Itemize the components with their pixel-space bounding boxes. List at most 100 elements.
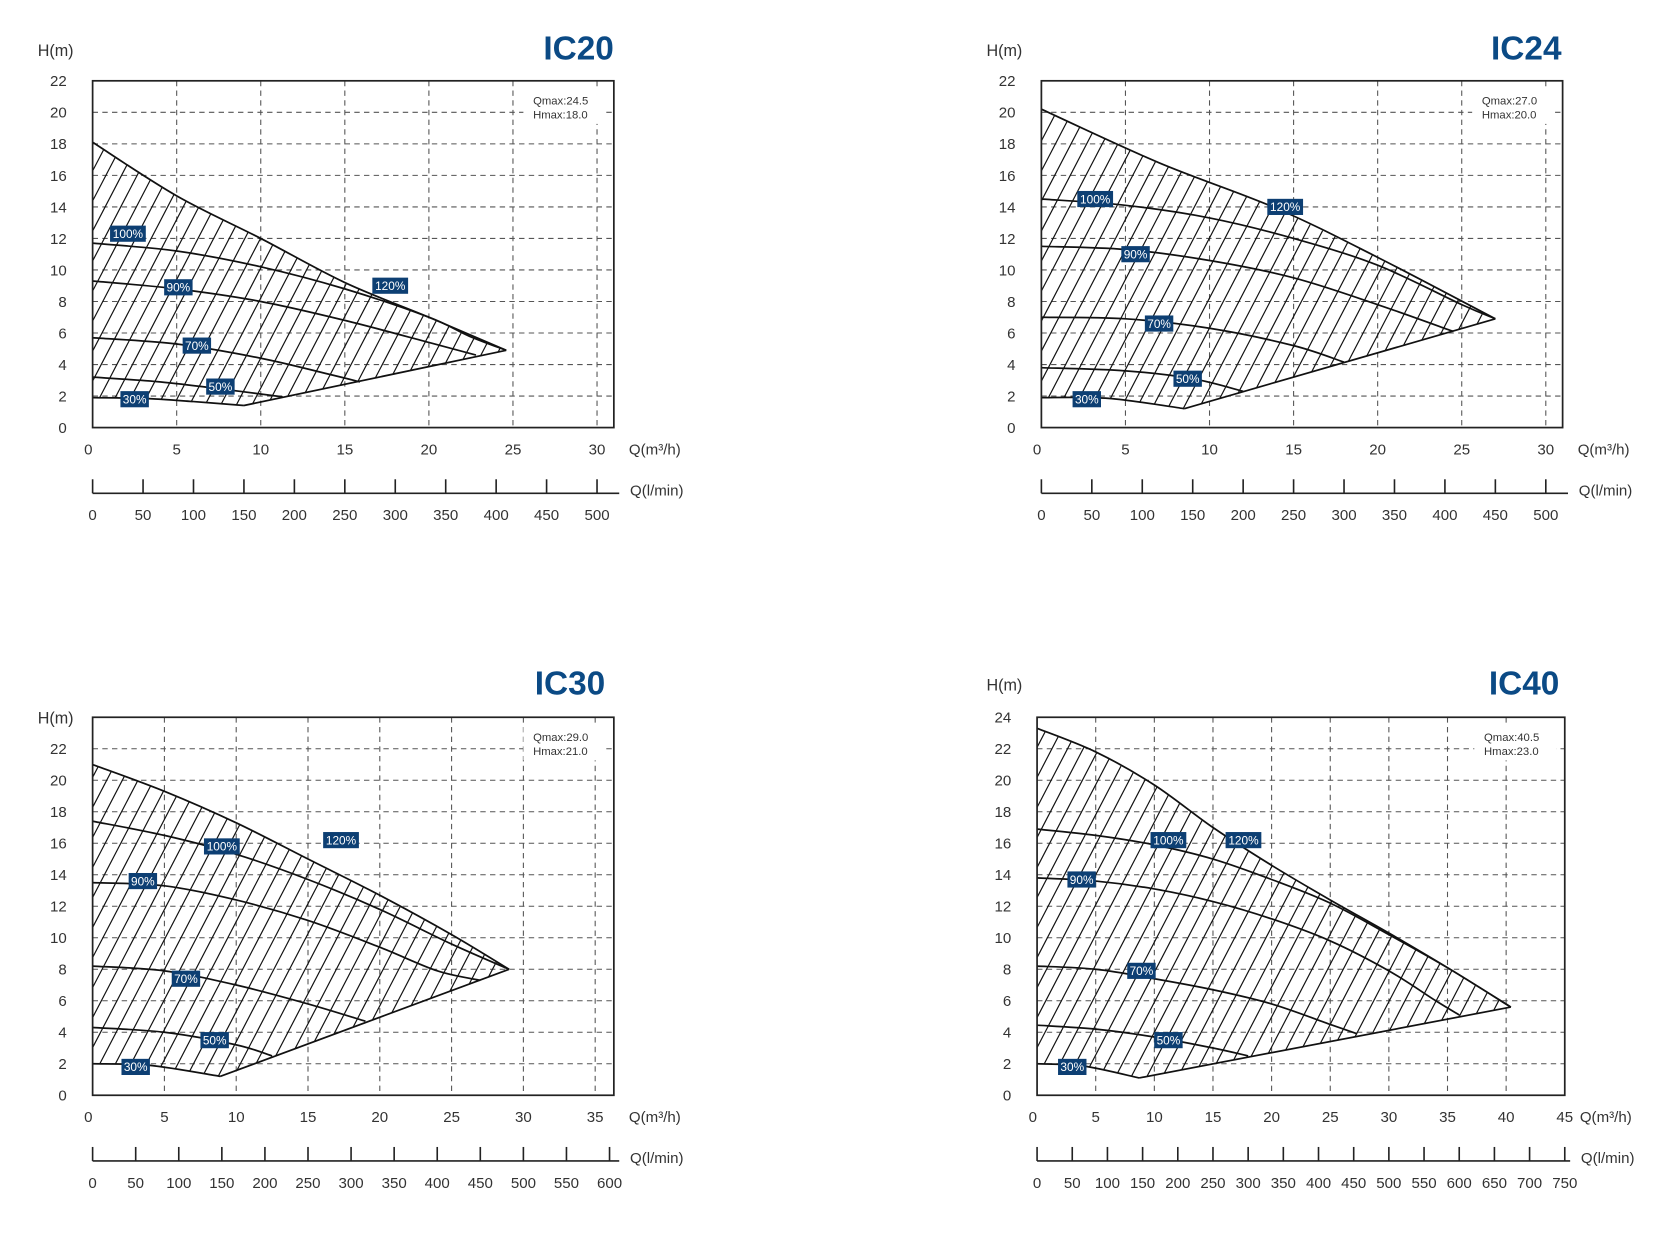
curve-label: 70% <box>174 972 198 986</box>
x2-tick-label: 500 <box>1376 1175 1401 1192</box>
y-tick-label: 22 <box>50 73 67 90</box>
curve-30pct <box>1041 396 1185 410</box>
x2-tick-label: 100 <box>166 1175 191 1192</box>
y-tick-label: 14 <box>50 867 67 884</box>
hatch-line <box>177 142 359 406</box>
y-tick-label: 10 <box>994 930 1011 947</box>
x2-tick-label: 350 <box>382 1175 407 1192</box>
y-axis-label: H(m) <box>986 42 1022 60</box>
x2-tick-label: 500 <box>1533 507 1558 524</box>
hatch-line <box>1485 109 1496 409</box>
x2-tick-label: 750 <box>1552 1175 1577 1192</box>
y-tick-label: 18 <box>994 804 1011 821</box>
x2-tick-label: 500 <box>584 507 609 524</box>
y-tick-label: 16 <box>999 168 1016 185</box>
x2-tick-label: 250 <box>1281 507 1306 524</box>
y-tick-label: 2 <box>58 1056 66 1073</box>
y-tick-label: 8 <box>1007 294 1015 311</box>
x-tick-label: 20 <box>421 442 438 459</box>
curve-label: 90% <box>131 874 155 888</box>
info-text: Hmax:21.0 <box>533 746 588 758</box>
curve-90pct <box>1041 245 1454 333</box>
y-tick-label: 12 <box>50 899 67 916</box>
x2-tick-label: 50 <box>1083 507 1100 524</box>
y-tick-label: 16 <box>50 168 67 185</box>
curve-70pct <box>1041 316 1345 363</box>
hatch-line <box>504 764 510 1077</box>
curve-100pct <box>92 242 507 352</box>
hatch-line <box>92 764 94 1077</box>
x-tick-label: 5 <box>160 1109 168 1126</box>
curve-label-box <box>128 872 158 890</box>
curve-100pct <box>1036 828 1512 1008</box>
y-tick-label: 20 <box>999 105 1016 122</box>
x2-tick-label: 300 <box>1331 507 1356 524</box>
hatch-line <box>1041 109 1089 409</box>
info-text: Hmax:23.0 <box>1484 746 1539 758</box>
curve-label-box <box>372 277 409 294</box>
curve-label: 100% <box>1080 192 1111 206</box>
info-text: Qmax:29.0 <box>533 732 588 744</box>
hatch-line <box>92 142 156 406</box>
x2-tick-label: 600 <box>597 1175 622 1192</box>
x2-tick-label: 250 <box>295 1175 320 1192</box>
curve-label-box <box>120 391 149 408</box>
x2-tick-label: 200 <box>282 507 307 524</box>
chart-ic40: IC40 H(m) Qmax:40.5 Hmax:23.0 120% 100% 90% 70%… <box>986 666 1635 1192</box>
info-background <box>1474 725 1557 761</box>
curve-70pct <box>92 336 361 383</box>
curve-label-box <box>164 279 193 296</box>
hatch-line <box>92 142 140 406</box>
x-tick-label: 0 <box>84 442 92 459</box>
x-tick-label: 30 <box>1537 442 1554 459</box>
y-axis-label: H(m) <box>986 676 1022 694</box>
x2-tick-label: 300 <box>1236 1175 1261 1192</box>
x2-tick-label: 150 <box>1130 1175 1155 1192</box>
x2-tick-label: 600 <box>1447 1175 1472 1192</box>
curve-label-box <box>110 225 146 242</box>
hatch-line <box>380 142 507 406</box>
y-tick-label: 10 <box>50 930 67 947</box>
y-tick-label: 2 <box>1003 1056 1011 1073</box>
curve-label: 30% <box>1075 393 1099 407</box>
hatch-line <box>1037 728 1085 1078</box>
y-axis-label: H(m) <box>38 710 74 728</box>
envelope-lower-line <box>243 349 507 407</box>
y-tick-label: 4 <box>58 1025 66 1042</box>
hatch-line <box>1037 728 1163 1078</box>
info-text: Hmax:20.0 <box>1482 110 1537 122</box>
info-background <box>523 725 606 761</box>
hatch-line <box>1041 109 1058 409</box>
x-tick-label: 30 <box>515 1109 532 1126</box>
x2-tick-label: 400 <box>1432 507 1457 524</box>
y-tick-label: 2 <box>1007 388 1015 405</box>
hatch-line <box>521 81 701 428</box>
x2-tick-label: 50 <box>135 507 152 524</box>
hatch-line <box>489 142 507 406</box>
y-tick-label: 0 <box>58 1088 66 1105</box>
x2-tick-label: 450 <box>1341 1175 1366 1192</box>
x2-tick-label: 550 <box>554 1175 579 1192</box>
y-tick-label: 6 <box>58 993 66 1010</box>
hatch-line <box>553 81 733 428</box>
curve-label-box <box>171 970 201 987</box>
y-tick-label: 14 <box>50 199 67 216</box>
curve-label: 30% <box>123 393 147 407</box>
hatch-line <box>333 142 507 406</box>
curve-label-box <box>121 1058 150 1075</box>
curve-label: 70% <box>1147 317 1171 331</box>
x-tick-label: 10 <box>228 1109 245 1126</box>
curve-120pct <box>92 141 507 352</box>
hatch-line <box>1041 109 1120 409</box>
hatch-line <box>130 142 312 406</box>
hatch-line <box>568 81 748 428</box>
x2-axis-label: Q(l/min) <box>1581 1150 1635 1167</box>
x-axis-label: Q(m³/h) <box>1578 442 1630 459</box>
x2-tick-label: 400 <box>425 1175 450 1192</box>
x-tick-label: 5 <box>1121 442 1129 459</box>
info-text: Qmax:27.0 <box>1482 95 1537 107</box>
curve-label-box <box>1225 832 1262 849</box>
curve-label: 30% <box>1060 1060 1084 1074</box>
hatch-line <box>1548 81 1680 428</box>
x2-tick-label: 450 <box>1483 507 1508 524</box>
